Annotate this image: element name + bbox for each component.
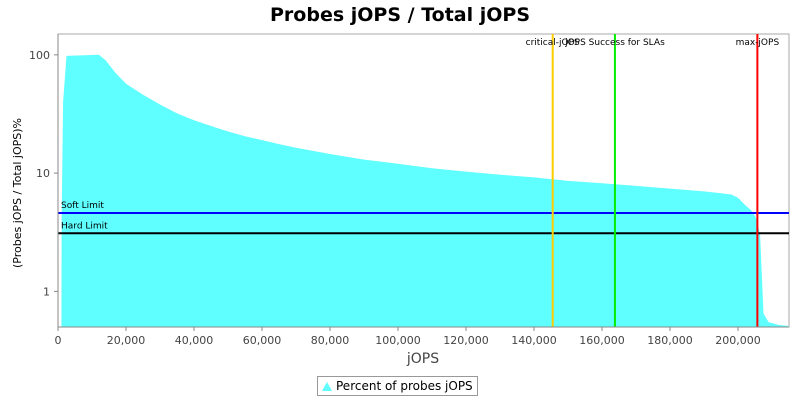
vline-label-critical-jops: critical-jOPS xyxy=(526,38,580,48)
x-tick-label: 60,000 xyxy=(243,334,282,347)
x-tick-label: 160,000 xyxy=(579,334,625,347)
x-tick-label: 200,000 xyxy=(715,334,761,347)
y-tick-label: 1 xyxy=(43,285,50,298)
hline-label-soft-limit: Soft Limit xyxy=(61,201,104,211)
chart-legend: Percent of probes jOPS xyxy=(317,376,478,396)
series-area-percent-probes xyxy=(61,54,789,328)
y-tick-label: 100 xyxy=(29,49,50,62)
x-tick-label: 180,000 xyxy=(647,334,693,347)
x-tick-label: 80,000 xyxy=(311,334,350,347)
x-tick-label: 0 xyxy=(55,334,62,347)
x-tick-label: 100,000 xyxy=(375,334,421,347)
y-tick-label: 10 xyxy=(36,167,50,180)
vline-label-max-jops: max-jOPS xyxy=(736,38,780,48)
legend-label: Percent of probes jOPS xyxy=(336,379,473,393)
y-axis-label: (Probes jOPS / Total jOPS)% xyxy=(11,118,24,268)
x-tick-label: 120,000 xyxy=(443,334,489,347)
x-axis-label: jOPS xyxy=(406,351,439,367)
chart-title: Probes jOPS / Total jOPS xyxy=(270,4,530,26)
vline-label-jops-success-for-slas: jOPS Success for SLAs xyxy=(564,38,665,48)
x-tick-label: 20,000 xyxy=(107,334,146,347)
hline-label-hard-limit: Hard Limit xyxy=(61,221,108,231)
x-tick-label: 140,000 xyxy=(511,334,557,347)
legend-triangle-icon xyxy=(322,381,332,391)
x-tick-label: 40,000 xyxy=(175,334,214,347)
